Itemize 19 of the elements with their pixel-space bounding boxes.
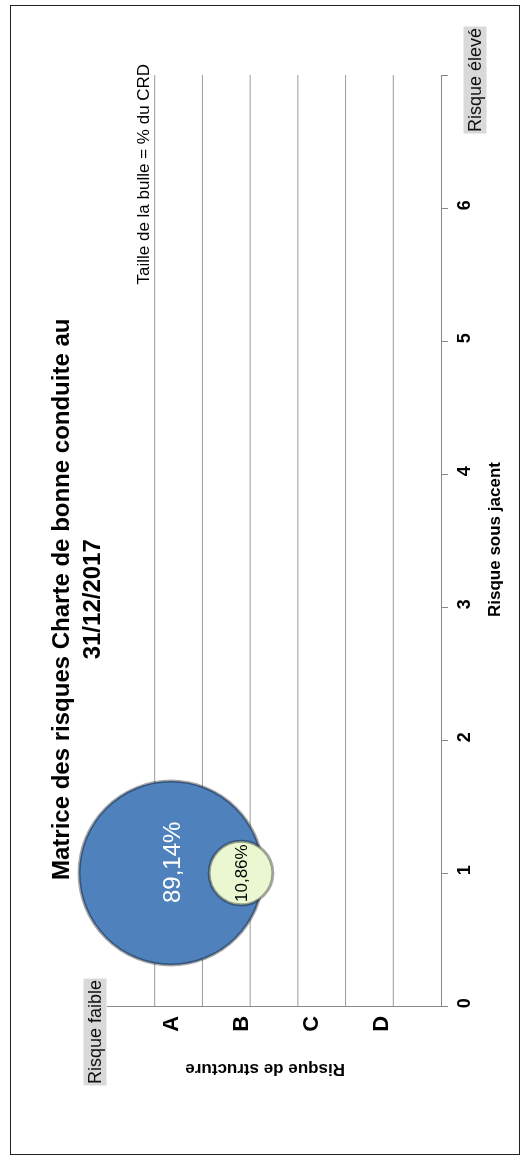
annotation: 89,14% [158,821,185,903]
x-tick-label: D [368,1015,394,1032]
y-tick-label: 3 [453,599,474,610]
y-tick-label: 4 [453,466,474,477]
annotation: 10,86% [232,844,251,902]
y-axis-title: Risque sous jacent [485,461,504,617]
text: Matrice des risques Charte de bonne conduite au 31/12/2017 [47,318,106,880]
y-tick-label: 5 [453,333,474,344]
x-axis-title: Risque de structure [185,1060,345,1079]
y-tick-label: 1 [453,865,474,876]
x-tick-label: C [298,1015,324,1032]
y-tick-label: 6 [453,200,474,211]
y-tick-label: 2 [453,732,474,743]
x-tick-label: B [228,1015,254,1032]
text: Risque faible [85,979,105,1084]
annotation: Taille de la bulle = % du CRD [133,63,153,285]
y-tick-label: 0 [453,998,474,1009]
x-tick-label: A [158,1015,184,1032]
text: Risque élevé [465,27,485,132]
